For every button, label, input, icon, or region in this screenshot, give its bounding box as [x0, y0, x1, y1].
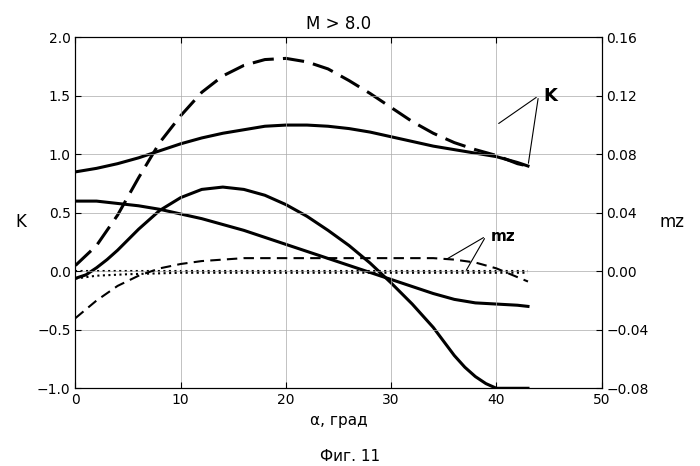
- Y-axis label: mz: mz: [660, 213, 685, 231]
- X-axis label: α, град: α, град: [309, 413, 368, 428]
- Text: mz: mz: [491, 229, 516, 244]
- Title: M > 8.0: M > 8.0: [306, 15, 371, 33]
- Text: K: K: [544, 87, 558, 105]
- Y-axis label: K: K: [15, 213, 26, 231]
- Text: Фиг. 11: Фиг. 11: [320, 449, 380, 464]
